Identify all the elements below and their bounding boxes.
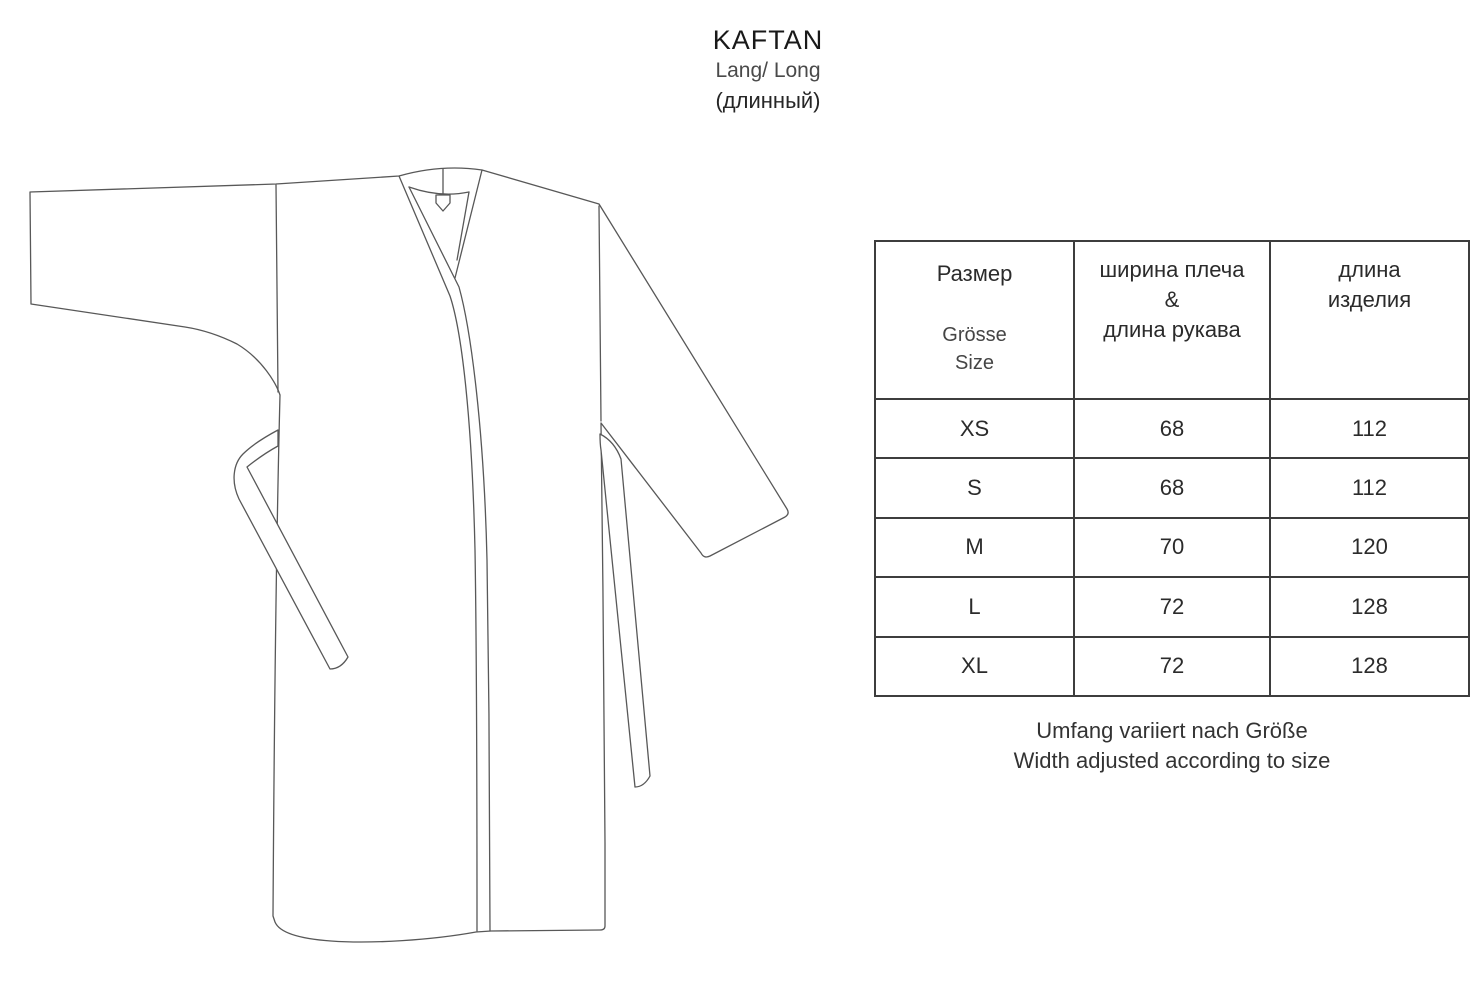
table-row-m-size: M	[876, 516, 1075, 577]
size-table: Размер Grösse Size ширина плеча & длина …	[874, 240, 1470, 697]
header-size-ru: Размер	[936, 261, 1013, 286]
table-row-s-size: S	[876, 457, 1075, 517]
table-row-l-shoulder: 72	[1075, 576, 1271, 636]
robe-outline	[29, 167, 789, 943]
table-row-xl-size: XL	[876, 635, 1075, 695]
belt-left-end	[233, 429, 349, 670]
left-collar-band-inner	[408, 186, 491, 932]
right-body-seam	[598, 205, 602, 422]
footnote-de: Umfang variiert nach Größe	[1036, 718, 1308, 743]
product-title: KAFTAN	[712, 25, 824, 55]
right-collar-band-inner	[456, 191, 470, 261]
left-collar-band-outer	[398, 175, 478, 932]
table-row-m-shoulder: 70	[1075, 516, 1271, 577]
table-row-xs-length: 112	[1271, 398, 1468, 457]
table-row-xs-shoulder: 68	[1075, 398, 1271, 458]
product-variant: Lang/ Long	[715, 59, 821, 82]
header-size-column: Размер Grösse Size	[876, 242, 1075, 398]
table-row-xs-size: XS	[876, 398, 1075, 458]
back-neckband-inner	[408, 186, 470, 195]
table-row-xl-shoulder: 72	[1075, 635, 1271, 695]
right-collar-band-outer	[454, 169, 483, 279]
hanging-loop-tab	[435, 194, 451, 212]
title-block: KAFTAN Lang/ Long (длинный)	[568, 24, 968, 116]
table-row-xl-length: 128	[1271, 635, 1468, 695]
table-row-s-length: 112	[1271, 457, 1468, 516]
header-size-de: Grösse	[942, 324, 1007, 346]
header-length-column: длина изделия	[1327, 257, 1412, 312]
table-row-l-length: 128	[1271, 576, 1468, 635]
footnote-en: Width adjusted according to size	[1013, 748, 1331, 773]
header-size-en: Size	[955, 352, 994, 374]
product-variant-ru: (длинный)	[715, 88, 821, 113]
left-sleeve-seam	[275, 184, 279, 393]
footnote: Umfang variiert nach Größe Width adjuste…	[872, 716, 1472, 776]
header-shoulder-sleeve-column: ширина плеча & длина рукава	[1075, 242, 1271, 398]
table-row-m-length: 120	[1271, 516, 1468, 576]
table-row-s-shoulder: 68	[1075, 457, 1271, 517]
belt-right-end	[599, 433, 651, 788]
table-row-l-size: L	[876, 576, 1075, 636]
